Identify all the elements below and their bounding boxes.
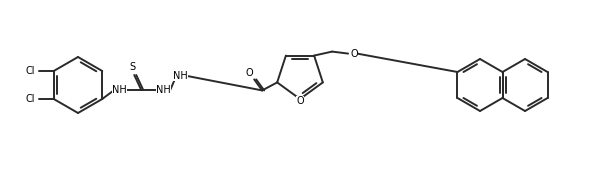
Text: NH: NH <box>173 71 188 81</box>
Text: Cl: Cl <box>26 66 35 76</box>
Text: NH: NH <box>112 85 127 95</box>
Text: S: S <box>129 62 135 72</box>
Text: O: O <box>296 96 304 106</box>
Text: O: O <box>350 49 358 59</box>
Text: Cl: Cl <box>26 94 35 104</box>
Text: O: O <box>245 68 253 78</box>
Text: NH: NH <box>156 85 170 95</box>
